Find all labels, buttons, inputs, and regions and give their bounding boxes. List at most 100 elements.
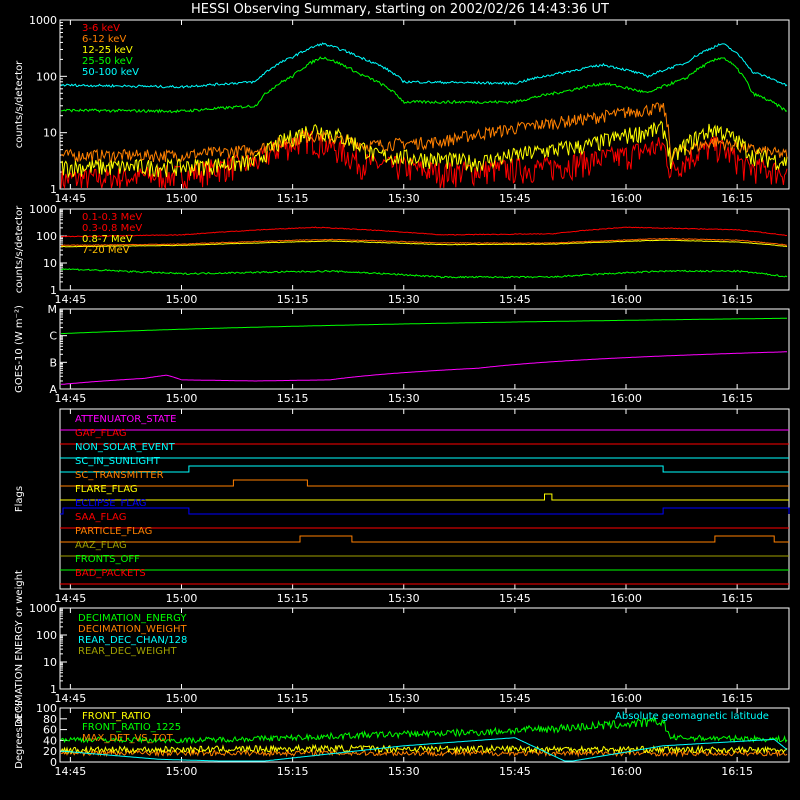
legend-item: REAR_DEC_WEIGHT	[78, 646, 177, 657]
x-tick-label: 16:15	[721, 392, 753, 405]
x-tick-label: 16:00	[610, 293, 642, 306]
series-line-front-ratio-1225	[60, 715, 788, 745]
x-tick-label: 16:15	[721, 592, 753, 605]
x-tick-label: 15:30	[388, 392, 420, 405]
panel-4: 14:45 15:00 15:15 15:30 15:45 16:00 16:15 Flags…	[14, 408, 790, 605]
y-axis-label: counts/s/detector	[14, 60, 25, 148]
y-tick-label: 10	[43, 656, 57, 669]
y-tick-label: 20	[43, 745, 57, 758]
panel-frame	[59, 707, 790, 763]
panel-frame	[59, 208, 790, 291]
flag-line	[60, 493, 789, 501]
flag-label: BAD_PACKETS	[75, 568, 146, 579]
series-line-0-1-0-3-mev	[60, 226, 788, 238]
panel-frame	[59, 607, 790, 690]
x-tick-label: 15:45	[499, 293, 531, 306]
panel-3: 14:45 15:00 15:15 15:30 15:45 16:00 16:15 A BC M G…	[14, 303, 790, 405]
y-tick-label: A	[49, 383, 57, 396]
y-axis-label: GOES-10 (W m⁻²)	[14, 305, 25, 393]
x-tick-label: 15:30	[388, 692, 420, 705]
series-line-0-3-0-8-mev	[60, 237, 788, 247]
panel-6: 14:45 15:00 15:15 15:30 15:45 16:00 16:15 02040…	[14, 701, 790, 778]
y-tick-label: 10	[43, 127, 57, 140]
panel-2: 14:45 15:00 15:15 15:30 15:45 16:00 16:15 1 10 10…	[14, 203, 790, 306]
panel-1: 14:45 15:00 15:15 15:30 15:45 16:00 16:15 1 10 10…	[14, 14, 790, 205]
x-tick-label: 14:45	[55, 392, 87, 405]
x-tick-label: 15:45	[499, 392, 531, 405]
x-tick-label: 15:30	[388, 592, 420, 605]
y-tick-label: 40	[43, 734, 57, 747]
y-tick-label: 100	[36, 702, 57, 715]
legend-item: REAR_DEC_CHAN/128	[78, 635, 187, 646]
series-line-25-50-kev	[60, 56, 788, 114]
legend-item: 12-25 keV	[82, 45, 133, 56]
legend-item: DECIMATION_ENERGY	[78, 613, 187, 624]
panel-frame	[59, 19, 790, 190]
x-tick-label: 16:00	[610, 392, 642, 405]
flag-line	[60, 535, 789, 543]
flag-label: SC_TRANSMITTER	[75, 470, 164, 481]
y-axis-label: Degrees or %	[14, 701, 25, 769]
y-tick-label: 80	[43, 713, 57, 726]
x-tick-label: 14:45	[55, 765, 87, 778]
x-tick-label: 15:00	[166, 293, 198, 306]
x-tick-label: 14:45	[55, 192, 87, 205]
flag-line	[60, 479, 789, 487]
x-tick-label: 16:00	[610, 192, 642, 205]
panel-5: 14:45 15:00 15:15 15:30 15:45 16:00 16:15 1 10 10…	[14, 570, 790, 727]
series-line-3-6-kev	[60, 129, 788, 190]
x-tick-label: 16:15	[721, 293, 753, 306]
x-tick-label: 15:00	[166, 592, 198, 605]
legend-item: MAX_DET_VS_TOT	[82, 733, 174, 744]
y-tick-label: 100	[36, 70, 57, 83]
x-tick-label: 15:00	[166, 692, 198, 705]
series-line-12-25-kev	[60, 120, 788, 179]
y-tick-label: 1	[50, 683, 57, 696]
x-tick-label: 15:30	[388, 192, 420, 205]
x-tick-label: 15:15	[277, 765, 309, 778]
legend-item: 50-100 keV	[82, 67, 139, 78]
flag-label: FLARE_FLAG	[75, 484, 138, 495]
legend-item: 7-20 MeV	[82, 245, 130, 256]
x-tick-label: 16:00	[610, 765, 642, 778]
flag-label: SAA_FLAG	[75, 512, 126, 523]
y-axis-label: counts/s/detector	[14, 205, 25, 293]
flag-label: GAP_FLAG	[75, 428, 127, 439]
legend-item: 3-6 keV	[82, 23, 120, 34]
flag-label: AAZ_FLAG	[75, 540, 127, 551]
series-line-short	[61, 351, 787, 385]
legend-item: 6-12 keV	[82, 34, 126, 45]
y-tick-label: 1	[50, 284, 57, 297]
y-axis-label: Flags	[14, 486, 25, 512]
flag-label: FRONTS_OFF	[75, 554, 140, 565]
chart-annotation: Absolute geomagnetic latitude	[615, 711, 769, 722]
x-tick-label: 15:45	[499, 592, 531, 605]
flag-label: SC_IN_SUNLIGHT	[75, 456, 161, 467]
series-line-7-20-mev	[61, 268, 788, 279]
x-tick-label: 15:15	[277, 592, 309, 605]
flag-line	[60, 465, 789, 473]
x-tick-label: 15:30	[388, 293, 420, 306]
flag-label: NON_SOLAR_EVENT	[75, 442, 176, 453]
panel-frame	[59, 308, 790, 390]
legend-item: 0.1-0.3 MeV	[82, 212, 142, 223]
x-tick-label: 15:45	[499, 192, 531, 205]
x-tick-label: 15:30	[388, 765, 420, 778]
flag-label: PARTICLE_FLAG	[75, 526, 152, 537]
x-tick-label: 15:00	[166, 765, 198, 778]
x-tick-label: 14:45	[55, 692, 87, 705]
legend-item: FRONT_RATIO	[82, 711, 151, 722]
x-tick-label: 15:00	[166, 192, 198, 205]
x-tick-label: 16:00	[610, 692, 642, 705]
series-line-max-det-vs-tot	[60, 748, 788, 758]
x-tick-label: 16:00	[610, 592, 642, 605]
y-tick-label: 1000	[29, 203, 57, 216]
y-tick-label: 1000	[29, 602, 57, 615]
series-line-6-12-kev	[60, 102, 788, 164]
legend-item: FRONT_RATIO_1225	[82, 722, 181, 733]
x-tick-label: 15:00	[166, 392, 198, 405]
panel-frame	[59, 408, 790, 590]
x-tick-label: 15:15	[277, 192, 309, 205]
